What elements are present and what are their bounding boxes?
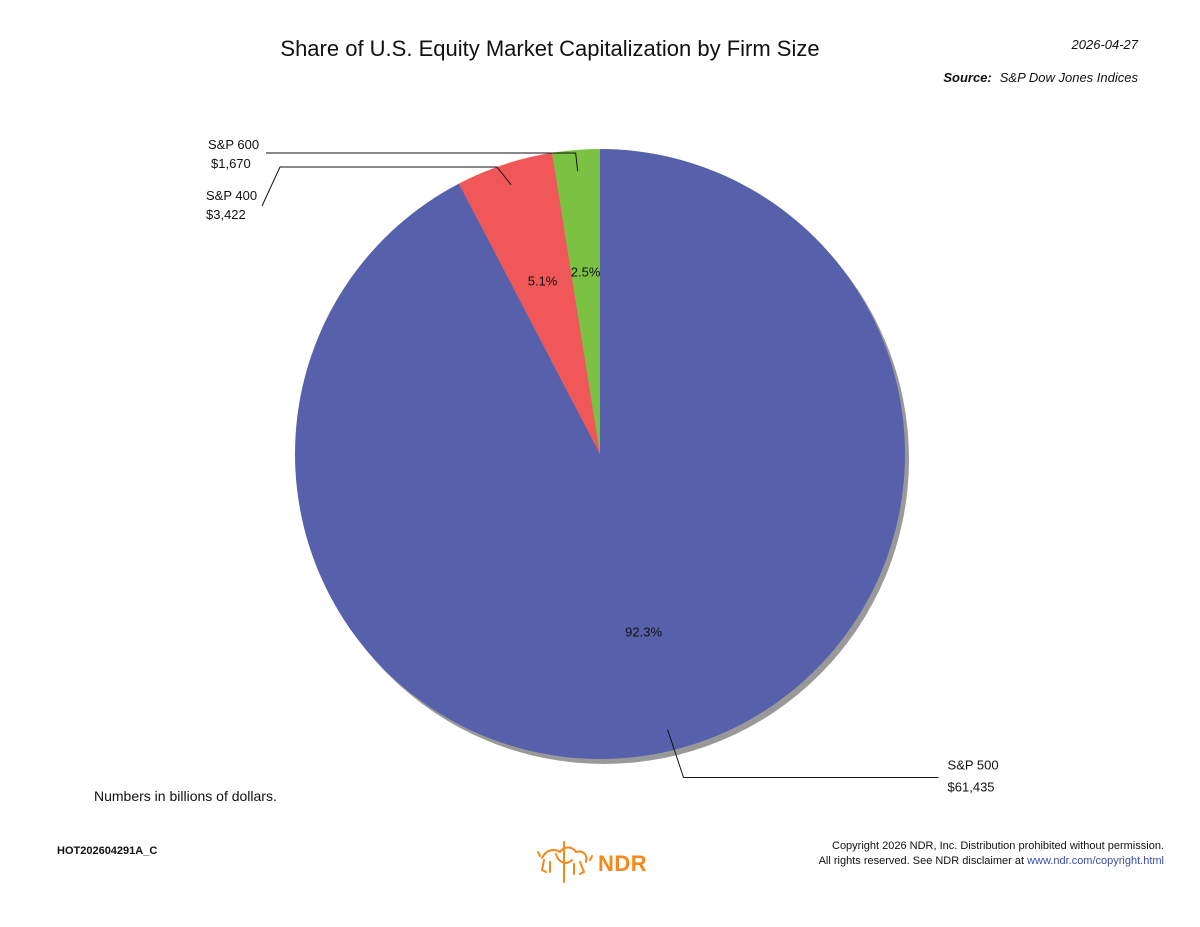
- copyright-prefix: All rights reserved. See NDR disclaimer …: [818, 855, 1024, 867]
- data-label-s-p-600: 2.5%: [571, 265, 601, 280]
- leader-line-s-p-500: [667, 729, 939, 778]
- slice-value-s-p-500: $61,435: [948, 779, 995, 794]
- units-note: Numbers in billions of dollars.: [94, 788, 277, 804]
- logo-text: NDR: [598, 850, 648, 876]
- copyright-line-1: Copyright 2026 NDR, Inc. Distribution pr…: [832, 840, 1164, 852]
- labels-group: 92.3% S&P 500 $61,435 5.1% S&P 400 $3,422 2.5%…: [206, 137, 999, 794]
- slice-value-s-p-400: $3,422: [206, 207, 246, 222]
- source-line: Source: S&P Dow Jones Indices: [943, 70, 1138, 85]
- pie-chart: 92.3% S&P 500 $61,435 5.1% S&P 400 $3,422 2.5%…: [206, 137, 999, 794]
- leader-line-s-p-400: [261, 166, 512, 207]
- ndr-logo: NDR: [536, 838, 647, 889]
- copyright-link[interactable]: www.ndr.com/copyright.html: [1027, 855, 1164, 867]
- slice-name-s-p-600: S&P 600: [208, 137, 259, 152]
- slice-name-s-p-500: S&P 500: [948, 757, 999, 772]
- pie-slice-s-p-600: [552, 149, 600, 454]
- chart-title: Share of U.S. Equity Market Capitalizati…: [280, 36, 820, 61]
- data-label-s-p-400: 5.1%: [528, 273, 558, 288]
- source-label: Source:: [943, 70, 992, 85]
- pie-slices-group: [295, 149, 909, 764]
- copyright-block: Copyright 2026 NDR, Inc. Distribution pr…: [819, 839, 1164, 869]
- copyright-line-2: All rights reserved. See NDR disclaimer …: [819, 854, 1164, 869]
- leader-line-s-p-600: [266, 152, 579, 172]
- chart-date: 2026-04-27: [1071, 37, 1139, 52]
- pie-slice-s-p-500: [295, 149, 905, 760]
- bull-bear-icon: [536, 838, 594, 889]
- pie-slice-s-p-400: [458, 152, 600, 454]
- chart-id: HOT202604291A_C: [57, 845, 158, 857]
- data-label-s-p-500: 92.3%: [625, 625, 662, 640]
- slice-value-s-p-600: $1,670: [211, 156, 251, 171]
- slice-name-s-p-400: S&P 400: [206, 188, 257, 203]
- leader-lines-group: [261, 152, 939, 778]
- source-value: S&P Dow Jones Indices: [999, 70, 1138, 85]
